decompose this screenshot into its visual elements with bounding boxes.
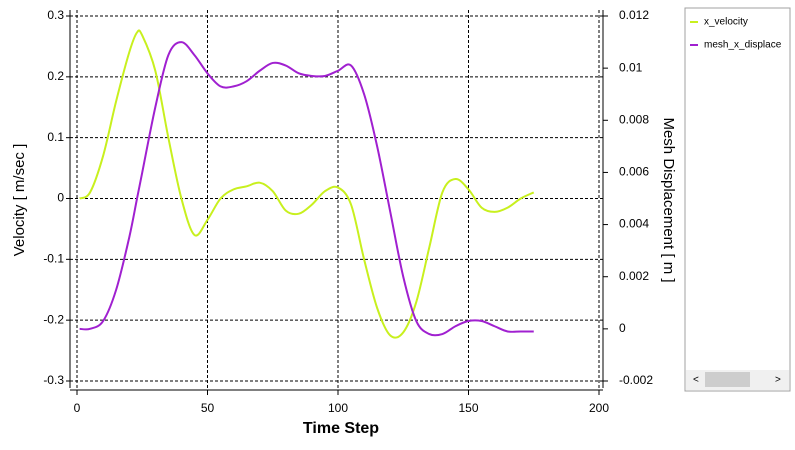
y-tick-label: -0.3 [43,373,64,387]
y-axis-title: Velocity [ m/sec ] [11,144,28,257]
scroll-right[interactable]: > [775,375,781,386]
x-tick-label: 100 [328,401,348,415]
y2-tick-label: 0 [619,321,626,335]
y2-tick-label: 0.006 [619,165,649,179]
y-tick-label: 0.2 [47,69,64,83]
y2-tick-label: 0.008 [619,112,649,126]
y2-tick-label: 0.01 [619,60,643,74]
legend-label: x_velocity [704,17,748,28]
y-tick-label: -0.1 [43,252,64,266]
y2-tick-label: 0.012 [619,8,649,22]
y2-tick-label: 0.002 [619,269,649,283]
legend-label: mesh_x_displace [704,40,782,51]
y-tick-label: -0.2 [43,312,64,326]
y2-tick-label: -0.002 [619,373,653,387]
x-axis-title: Time Step [303,420,379,437]
series-line [79,41,534,337]
x-tick-label: 200 [589,401,609,415]
series-line [79,29,535,339]
y-tick-label: 0.1 [47,130,64,144]
scroll-thumb[interactable] [705,372,750,387]
y-tick-label: 0 [57,191,64,205]
legend-panel [684,7,791,392]
scroll-left[interactable]: < [693,375,699,386]
y2-tick-label: 0.004 [619,217,649,231]
x-tick-label: 150 [458,401,478,415]
x-tick-label: 0 [74,401,81,415]
y2-axis-title: Mesh Displacement [ m ] [660,117,677,282]
x-tick-label: 50 [201,401,215,415]
y-tick-label: 0.3 [47,8,64,22]
